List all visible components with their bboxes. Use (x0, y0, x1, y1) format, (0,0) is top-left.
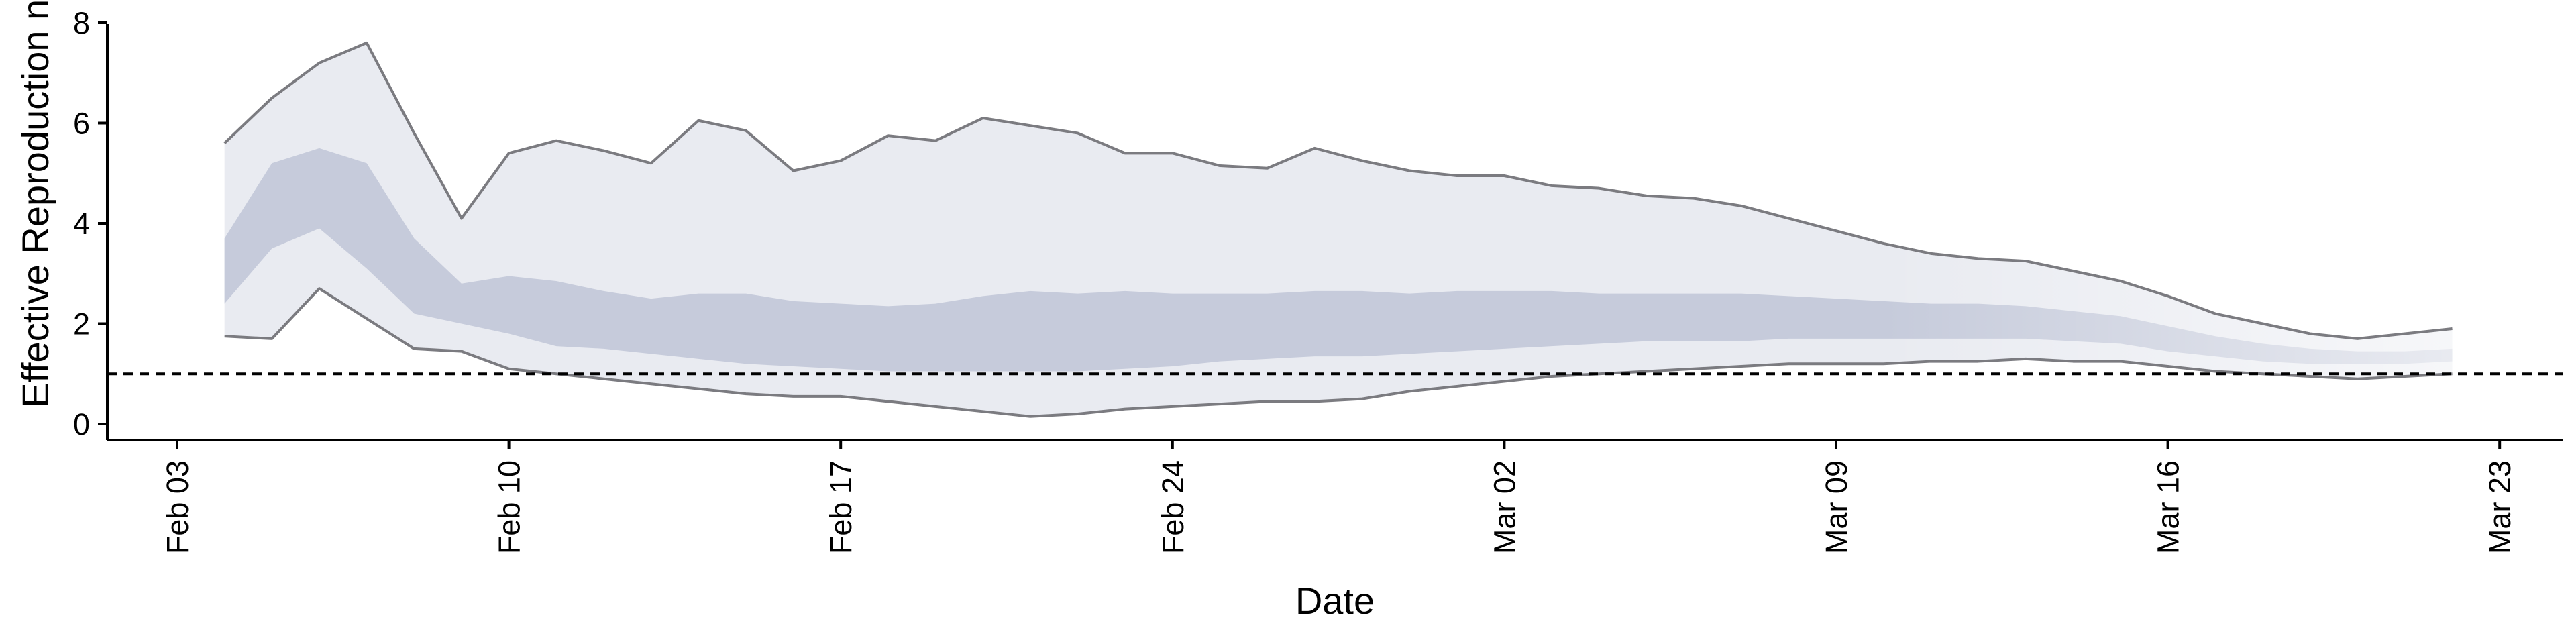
x-tick-label: Mar 02 (1487, 460, 1521, 554)
y-tick-label: 0 (73, 407, 90, 441)
axes: 0 2 4 6 8 Feb 03 Feb 10 Feb 17 Feb 24 Mar 02 Mar 0… (73, 6, 2563, 554)
x-tick-label: Feb 17 (824, 460, 858, 554)
upper-bound-line (223, 41, 2453, 340)
x-tick-label: Feb 10 (492, 460, 527, 554)
y-tick-label: 2 (73, 307, 90, 341)
x-tick-label: Feb 03 (160, 460, 195, 554)
x-tick-label: Feb 24 (1156, 460, 1190, 554)
y-tick-label: 8 (73, 6, 90, 40)
y-axis-label: Effective Reproduction no. (14, 0, 56, 408)
x-axis-label: Date (1295, 580, 1375, 622)
plot-area (107, 41, 2563, 418)
recent-uncertainty-fade (1883, 223, 2454, 399)
x-tick-label: Mar 23 (2483, 460, 2517, 554)
x-tick-label: Mar 16 (2151, 460, 2186, 554)
y-tick-label: 4 (73, 207, 90, 241)
y-tick-label: 6 (73, 107, 90, 141)
x-tick-label: Mar 09 (1819, 460, 1854, 554)
lower-bound-line (224, 287, 2453, 418)
